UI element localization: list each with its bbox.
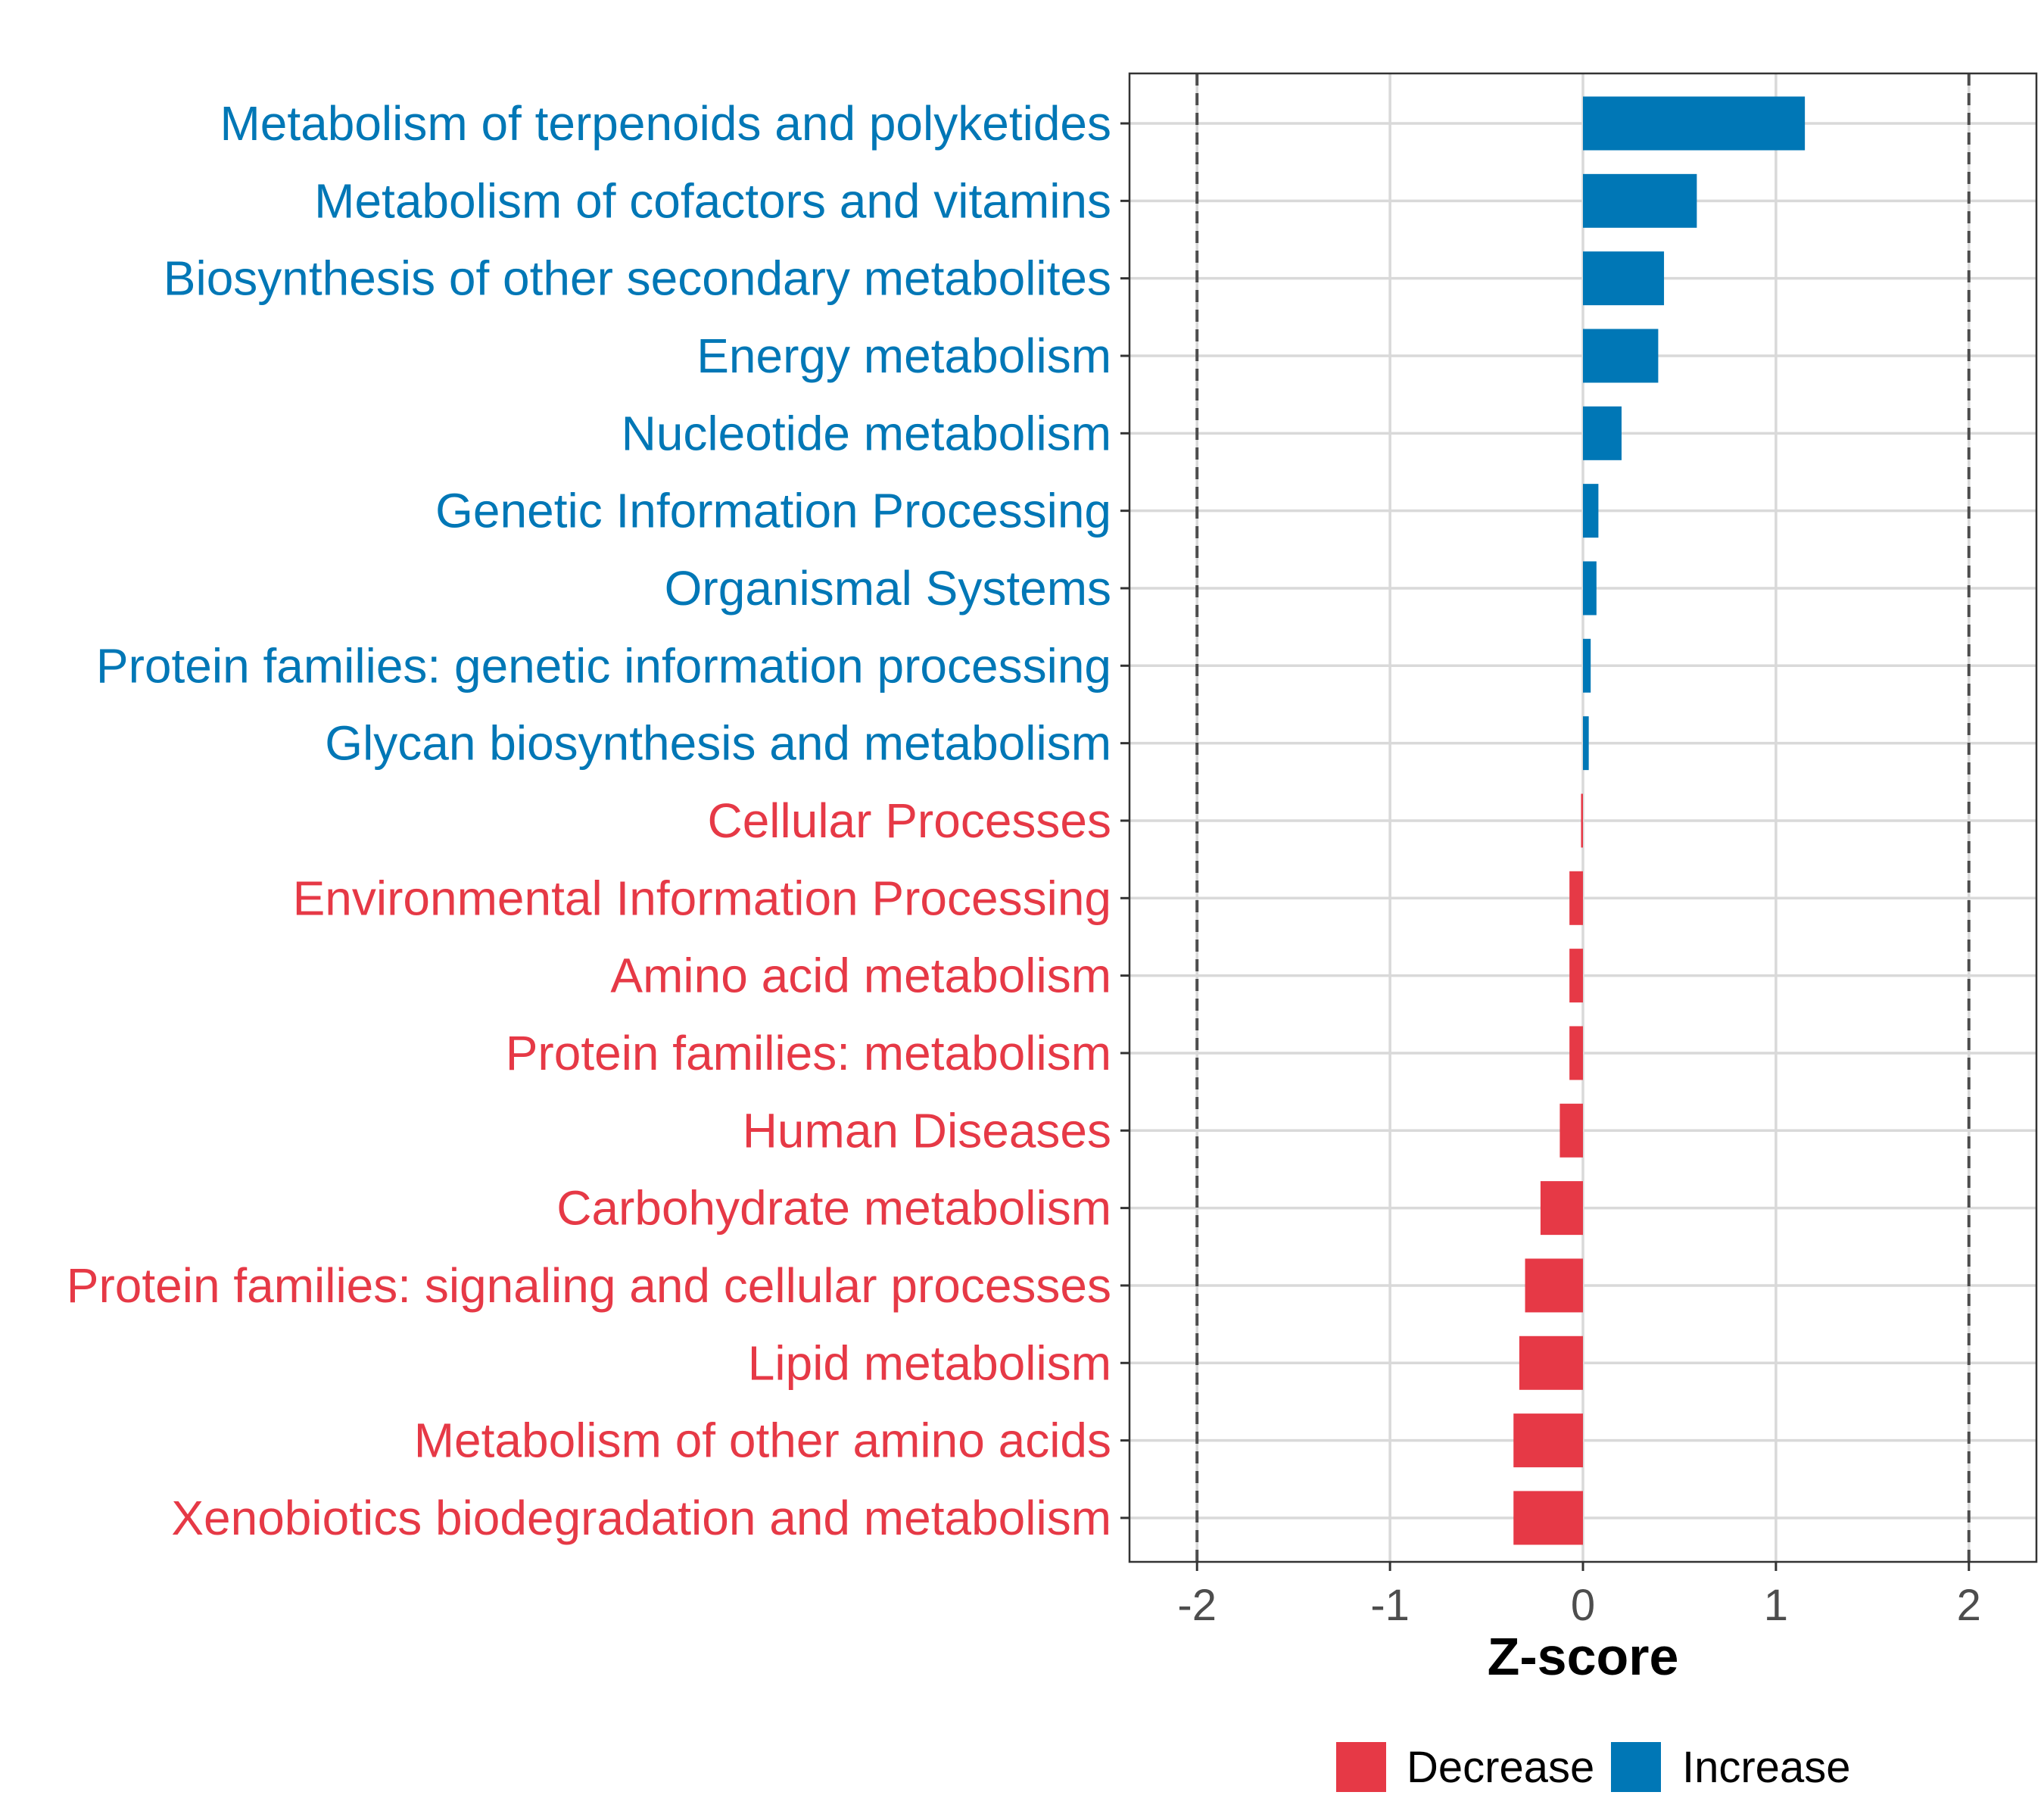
- bar: [1583, 716, 1589, 771]
- bar: [1569, 1026, 1583, 1080]
- reference-lines: [1195, 73, 1971, 1562]
- bars: [1513, 96, 1806, 1545]
- bar: [1513, 1413, 1583, 1468]
- category-label: Organismal Systems: [665, 561, 1111, 616]
- category-label: Lipid metabolism: [748, 1335, 1111, 1390]
- bar: [1583, 96, 1806, 151]
- bar: [1583, 173, 1697, 228]
- bar: [1583, 561, 1597, 616]
- bar: [1525, 1258, 1583, 1313]
- category-label: Carbohydrate metabolism: [556, 1181, 1111, 1236]
- bar: [1583, 484, 1599, 538]
- category-label: Metabolism of cofactors and vitamins: [314, 173, 1111, 228]
- category-label: Protein families: metabolism: [506, 1026, 1111, 1080]
- legend-label: Increase: [1682, 1743, 1850, 1792]
- legend-key: [1336, 1742, 1386, 1792]
- bar: [1569, 949, 1583, 1003]
- category-label: Protein families: genetic information pr…: [96, 638, 1111, 693]
- y-axis-ticks: [1120, 122, 1129, 1519]
- x-tick-label: 0: [1571, 1581, 1595, 1630]
- category-label: Glycan biosynthesis and metabolism: [325, 716, 1111, 771]
- x-tick-label: -1: [1370, 1581, 1410, 1630]
- bar: [1583, 329, 1659, 383]
- x-axis-title: Z-score: [1488, 1627, 1679, 1686]
- bar: [1583, 251, 1665, 306]
- category-label: Metabolism of terpenoids and polyketides: [220, 96, 1111, 151]
- bar: [1559, 1103, 1583, 1158]
- category-label: Environmental Information Processing: [293, 871, 1111, 925]
- legend-label: Decrease: [1407, 1743, 1594, 1792]
- category-label: Metabolism of other amino acids: [414, 1413, 1111, 1468]
- category-label: Cellular Processes: [707, 793, 1111, 848]
- category-label: Biosynthesis of other secondary metaboli…: [164, 251, 1111, 306]
- bar: [1583, 638, 1591, 693]
- x-tick-label: 1: [1764, 1581, 1788, 1630]
- bar: [1540, 1181, 1583, 1236]
- y-axis-category-labels: Metabolism of terpenoids and polyketides…: [67, 96, 1111, 1545]
- x-tick-label: -2: [1177, 1581, 1217, 1630]
- category-label: Genetic Information Processing: [435, 484, 1111, 538]
- x-axis-ticks: -2 -1 0 1 2: [1177, 1562, 1981, 1630]
- category-label: Human Diseases: [743, 1103, 1111, 1158]
- category-label: Energy metabolism: [696, 329, 1111, 383]
- category-label: Protein families: signaling and cellular…: [67, 1258, 1111, 1313]
- bar: [1519, 1335, 1583, 1390]
- category-label: Amino acid metabolism: [610, 949, 1111, 1003]
- x-tick-label: 2: [1957, 1581, 1981, 1630]
- legend: Decrease Increase: [1336, 1742, 1850, 1792]
- bar: [1513, 1491, 1583, 1545]
- bar: [1583, 406, 1622, 460]
- category-label: Nucleotide metabolism: [622, 406, 1111, 460]
- bar: [1569, 871, 1583, 925]
- bar: [1581, 793, 1583, 848]
- legend-key: [1611, 1742, 1661, 1792]
- category-label: Xenobiotics biodegradation and metabolis…: [171, 1491, 1111, 1545]
